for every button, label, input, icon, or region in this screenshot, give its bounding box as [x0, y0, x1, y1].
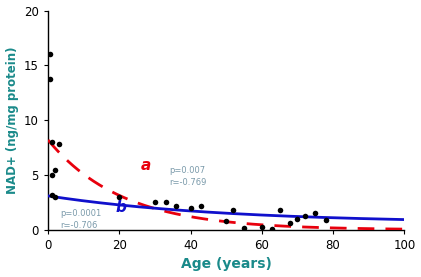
Point	[312, 211, 319, 216]
Point	[52, 167, 59, 172]
Point	[294, 217, 301, 221]
Point	[301, 213, 308, 218]
Point	[162, 200, 169, 205]
Point	[269, 227, 276, 231]
Point	[55, 142, 62, 147]
Text: a: a	[141, 158, 151, 173]
Text: p=0.007
r=-0.769: p=0.007 r=-0.769	[169, 166, 207, 187]
Point	[48, 140, 55, 144]
Point	[187, 206, 194, 210]
Point	[258, 224, 265, 229]
Point	[230, 208, 237, 212]
Point	[276, 208, 283, 212]
Point	[322, 218, 329, 222]
Point	[223, 219, 229, 223]
Point	[173, 204, 180, 208]
Point	[198, 204, 205, 208]
Y-axis label: NAD+ (ng/mg protein): NAD+ (ng/mg protein)	[5, 47, 19, 194]
Text: p=0.0001
r=-0.706: p=0.0001 r=-0.706	[61, 209, 102, 230]
Point	[46, 76, 53, 81]
X-axis label: Age (years): Age (years)	[181, 257, 272, 271]
Point	[152, 200, 158, 205]
Point	[287, 221, 294, 225]
Point	[46, 52, 53, 57]
Point	[241, 225, 248, 230]
Point	[48, 193, 55, 197]
Point	[116, 195, 123, 199]
Point	[48, 173, 55, 177]
Point	[52, 195, 59, 199]
Text: b: b	[116, 200, 127, 215]
